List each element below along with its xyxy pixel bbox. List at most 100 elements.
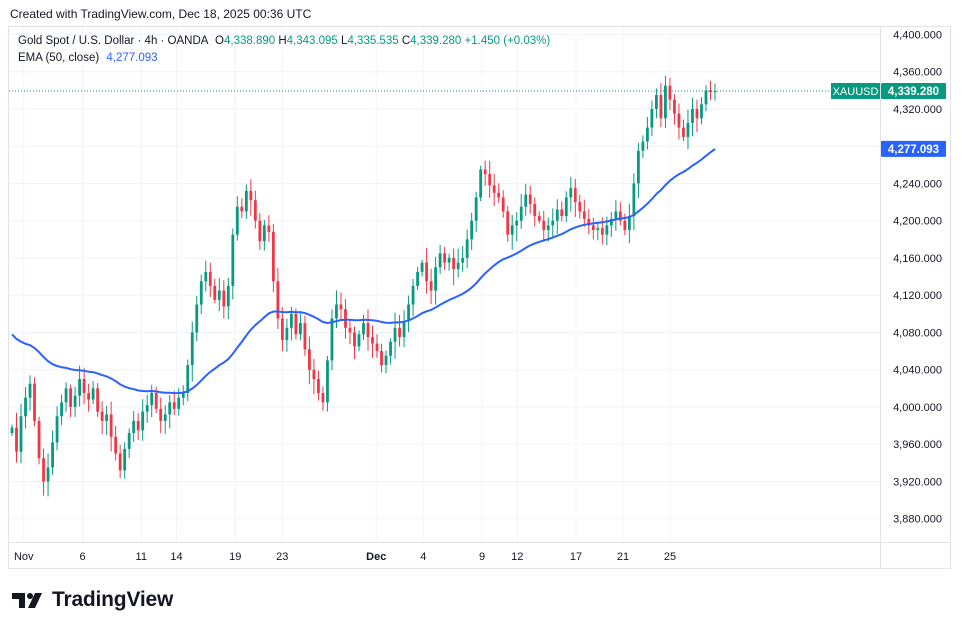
legend-low: 4,335.535 — [347, 35, 399, 47]
candle-body — [280, 318, 284, 340]
y-tick-label: 4,040.000 — [893, 365, 942, 377]
candle-body — [326, 360, 329, 403]
brand-name: TradingView — [52, 588, 174, 611]
tradingview-branding[interactable]: TradingView — [12, 588, 173, 612]
candle-body — [650, 108, 654, 128]
candle-body — [60, 402, 63, 417]
candle-body — [605, 225, 609, 235]
candle-body — [528, 194, 532, 204]
candle-body — [627, 216, 631, 231]
candle-body — [190, 332, 194, 366]
candle-body — [240, 206, 244, 212]
candle-body — [438, 253, 442, 268]
candle-body — [600, 228, 604, 235]
candle-body — [380, 351, 383, 366]
x-tick-label: 12 — [511, 551, 523, 563]
candle-body — [55, 416, 59, 443]
candle-body — [181, 392, 185, 398]
candle-body — [213, 285, 217, 300]
candle-body — [555, 209, 559, 221]
candle-body — [474, 197, 478, 221]
candle-body — [411, 285, 415, 305]
candle-body — [168, 402, 172, 415]
candle-body — [641, 141, 645, 151]
candle-body — [695, 108, 699, 119]
candle-body — [249, 190, 253, 201]
candle-body — [465, 239, 469, 258]
candle-body — [303, 323, 307, 350]
x-tick-label: 14 — [170, 551, 182, 563]
y-tick-label: 4,000.000 — [893, 402, 942, 414]
candle-body — [96, 388, 100, 412]
y-tick-label: 4,200.000 — [893, 216, 942, 228]
candle-body — [506, 211, 510, 235]
ohlc-legend: Gold Spot / U.S. Dollar · 4h · OANDA O4,… — [18, 35, 550, 47]
candle-body — [596, 228, 600, 231]
last-price-tag — [881, 82, 946, 99]
candle-body — [632, 183, 636, 217]
y-tick-label: 3,880.000 — [893, 514, 942, 526]
ema-price-tag — [881, 140, 946, 157]
candle-body — [515, 220, 519, 226]
candle-body — [123, 448, 127, 471]
candle-body — [434, 267, 437, 291]
candle-body — [321, 392, 325, 403]
candle-body — [542, 220, 546, 231]
candle-body — [483, 169, 487, 175]
candle-body — [276, 281, 280, 319]
candle-body — [609, 218, 613, 226]
candle-body — [479, 169, 483, 198]
candle-body — [357, 334, 361, 347]
candle-body — [109, 414, 113, 437]
candle-body — [186, 365, 190, 393]
candle-body — [452, 257, 456, 270]
candle-body — [371, 337, 374, 344]
candle-body — [91, 388, 95, 400]
candle-body — [691, 108, 694, 123]
x-tick-label: 4 — [420, 551, 426, 563]
candle-body — [285, 327, 289, 340]
candle-body — [470, 220, 474, 240]
candle-body — [136, 420, 140, 431]
candle-body — [330, 318, 334, 361]
candle-body — [353, 332, 356, 347]
tradingview-logo-icon — [12, 593, 42, 608]
candle-body — [69, 388, 72, 407]
candle-body — [362, 323, 365, 335]
candle-body — [375, 343, 379, 352]
candle-body — [64, 388, 68, 403]
candle-body — [244, 190, 248, 212]
candle-body — [497, 192, 501, 198]
x-tick-label: 23 — [276, 551, 288, 563]
candle-body — [402, 321, 406, 338]
candle-body — [87, 392, 91, 400]
candle-body — [582, 211, 586, 219]
candle-body — [24, 397, 27, 417]
candle-body — [195, 304, 199, 333]
candle-body — [42, 458, 45, 482]
candle-body — [655, 94, 658, 109]
x-tick-label: 25 — [664, 551, 676, 563]
candle-body — [700, 104, 703, 119]
candle-body — [407, 304, 410, 322]
legend-change: +1.450 (+0.03%) — [464, 35, 551, 47]
candle-body — [335, 304, 338, 319]
candle-body — [461, 257, 465, 263]
legend-title: Gold Spot / U.S. Dollar · 4h · OANDA — [18, 35, 208, 47]
candle-body — [82, 379, 86, 393]
candle-body — [226, 285, 230, 307]
candle-body — [456, 262, 460, 270]
candle-body — [73, 395, 77, 407]
candle-body — [564, 197, 568, 217]
candle-body — [217, 290, 221, 300]
symbol-tag-label: XAUUSD — [833, 86, 879, 98]
candle-body — [46, 467, 50, 482]
y-tick-label: 4,120.000 — [893, 290, 942, 302]
candle-body — [290, 313, 293, 328]
candle-body — [533, 203, 537, 217]
candle-body — [682, 127, 685, 137]
candle-body — [447, 257, 451, 263]
candle-body — [366, 323, 370, 338]
chart-frame — [8, 26, 951, 569]
